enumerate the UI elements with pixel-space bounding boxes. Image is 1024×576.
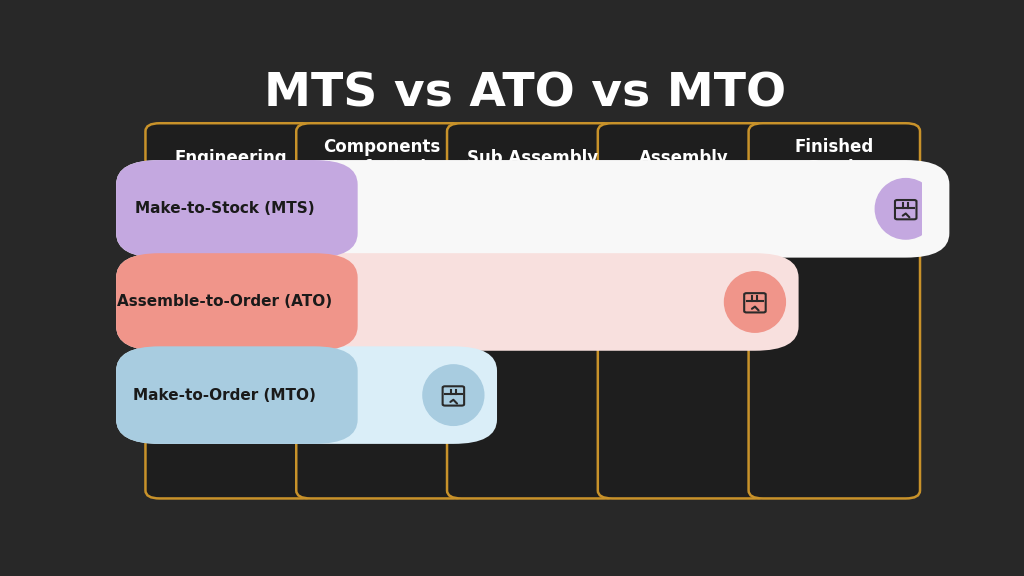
FancyBboxPatch shape [116,346,497,444]
Text: Assembly: Assembly [639,149,728,167]
FancyBboxPatch shape [116,346,357,444]
Text: Make-to-Order (MTO): Make-to-Order (MTO) [133,388,316,403]
Text: Make-to-Stock (MTS): Make-to-Stock (MTS) [135,202,314,217]
Text: Components
Manufacturing: Components Manufacturing [313,138,451,177]
Text: Sub Assembly: Sub Assembly [467,149,598,167]
Ellipse shape [725,272,785,332]
Ellipse shape [423,365,483,425]
FancyBboxPatch shape [749,123,920,498]
FancyBboxPatch shape [116,160,357,257]
FancyBboxPatch shape [145,123,316,498]
FancyBboxPatch shape [116,253,357,351]
Text: MTS vs ATO vs MTO: MTS vs ATO vs MTO [264,71,785,116]
FancyBboxPatch shape [116,253,799,351]
FancyBboxPatch shape [296,123,468,498]
Text: Finished
Goods: Finished Goods [795,138,873,177]
Ellipse shape [876,179,936,239]
Text: Engineering: Engineering [175,149,288,167]
FancyBboxPatch shape [598,123,769,498]
Text: Assemble-to-Order (ATO): Assemble-to-Order (ATO) [117,294,332,309]
FancyBboxPatch shape [116,160,949,257]
FancyBboxPatch shape [447,123,618,498]
